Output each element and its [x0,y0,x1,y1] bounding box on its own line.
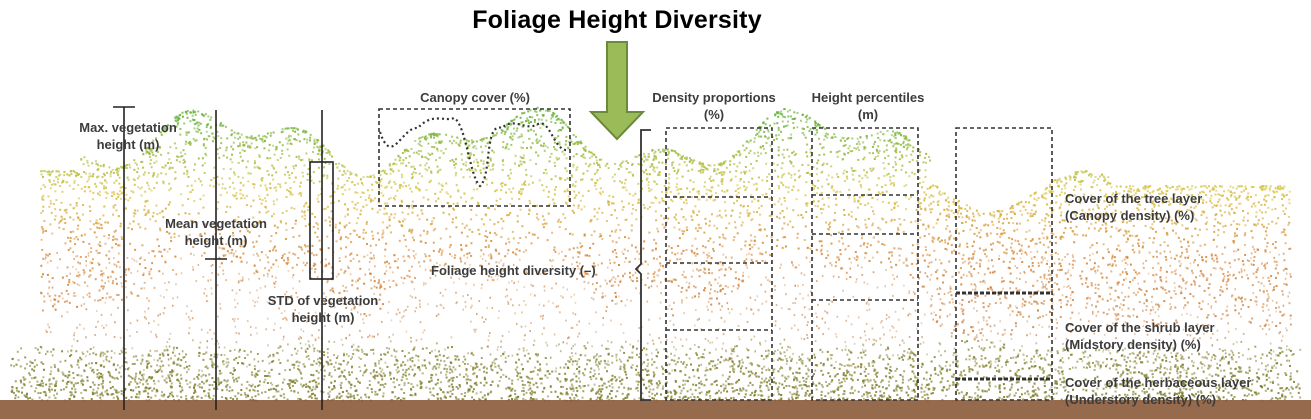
max-height-label: Max. vegetation height (m) [58,119,198,153]
canopy-cover-outline [378,116,569,188]
std-height-pole [309,110,334,410]
mean-height-text: Mean vegetation height (m) [165,216,267,248]
shrub-layer-text: Cover of the shrub layer (Midstory densi… [1065,320,1215,352]
down-arrow-icon [588,41,646,141]
height-percentiles-box [811,127,919,401]
height-percentiles-label: Height percentiles (m) [790,89,946,123]
density-proportions-label: Density proportions (%) [632,89,796,123]
tree-layer-label: Cover of the tree layer (Canopy density)… [1065,190,1202,224]
main-title: Foliage Height Diversity [472,6,762,34]
height-percentiles-text: Height percentiles (m) [811,90,925,122]
herbaceous-layer-label: Cover of the herbaceous layer (Understor… [1065,374,1251,408]
herbaceous-layer-text: Cover of the herbaceous layer (Understor… [1065,375,1252,407]
tree-layer-text: Cover of the tree layer (Canopy density)… [1065,191,1203,223]
canopy-cover-label: Canopy cover (%) [400,89,550,106]
fhd-brace [634,129,651,401]
foliage-height-diversity-label: Foliage height diversity (–) [431,262,596,279]
max-height-text: Max. vegetation height (m) [79,120,177,152]
canopy-cover-text: Canopy cover (%) [420,90,530,105]
mean-height-pole [205,110,227,410]
ground-strip [0,400,1311,419]
density-proportions-text: Density proportions (%) [652,90,776,122]
shrub-layer-label: Cover of the shrub layer (Midstory densi… [1065,319,1215,353]
point-cloud-points [10,106,1302,402]
layer-cover-box [955,127,1053,401]
mean-height-label: Mean vegetation height (m) [146,215,286,249]
max-height-pole [113,106,135,410]
density-proportions-box [665,127,773,401]
foliage-height-diversity-text: Foliage height diversity (–) [431,263,596,278]
std-height-label: STD of vegetation height (m) [248,292,398,326]
std-height-text: STD of vegetation height (m) [267,293,379,325]
canopy-cover-box [378,108,571,207]
